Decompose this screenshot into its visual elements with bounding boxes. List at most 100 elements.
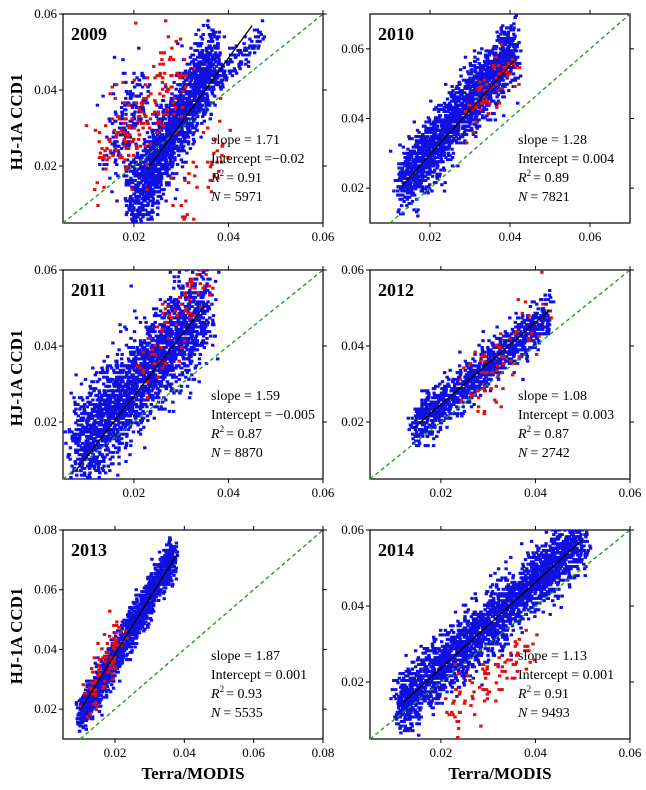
data-point bbox=[468, 91, 472, 95]
data-point bbox=[494, 101, 499, 105]
data-point bbox=[192, 131, 196, 135]
data-point bbox=[459, 101, 464, 105]
outlier-point bbox=[102, 153, 107, 157]
data-point bbox=[404, 172, 408, 176]
data-point bbox=[458, 107, 462, 111]
data-point bbox=[155, 174, 159, 178]
data-point bbox=[182, 101, 186, 105]
data-point bbox=[515, 45, 519, 49]
data-point bbox=[501, 91, 506, 95]
data-point bbox=[129, 178, 133, 182]
data-point bbox=[170, 140, 174, 144]
data-point bbox=[447, 145, 451, 149]
data-point bbox=[429, 99, 433, 103]
data-point bbox=[459, 112, 464, 116]
data-point bbox=[185, 121, 190, 125]
data-point bbox=[469, 68, 473, 72]
data-point bbox=[260, 19, 265, 23]
data-point bbox=[416, 214, 420, 218]
outlier-point bbox=[171, 101, 176, 105]
data-point bbox=[430, 174, 435, 178]
data-point bbox=[100, 428, 104, 432]
data-point bbox=[200, 121, 204, 125]
data-point bbox=[431, 141, 436, 145]
data-point bbox=[518, 74, 523, 78]
outlier-point bbox=[110, 117, 115, 121]
outlier-point bbox=[123, 158, 127, 162]
data-point bbox=[470, 128, 474, 132]
data-point bbox=[157, 124, 161, 128]
data-point bbox=[409, 202, 413, 205]
data-point bbox=[420, 179, 425, 182]
data-point bbox=[447, 126, 451, 130]
data-point bbox=[200, 37, 205, 41]
data-point bbox=[198, 69, 203, 73]
data-point bbox=[414, 172, 419, 176]
outlier-point bbox=[100, 147, 104, 150]
data-point bbox=[208, 80, 212, 84]
stat-intercept: Intercept =−0.02 bbox=[211, 152, 305, 167]
data-point bbox=[150, 153, 154, 157]
outlier-point bbox=[517, 82, 521, 86]
data-point bbox=[244, 58, 248, 62]
data-point bbox=[492, 76, 496, 80]
data-point bbox=[495, 95, 499, 99]
data-point bbox=[184, 140, 188, 144]
data-point bbox=[112, 149, 117, 153]
data-point bbox=[168, 156, 172, 160]
data-point bbox=[175, 147, 179, 150]
data-point bbox=[441, 141, 446, 145]
data-point bbox=[478, 66, 482, 70]
data-point bbox=[134, 409, 139, 413]
data-point bbox=[453, 101, 458, 105]
data-point bbox=[228, 58, 233, 62]
data-point bbox=[159, 165, 164, 169]
data-point bbox=[433, 130, 437, 134]
data-point bbox=[474, 87, 478, 90]
data-point bbox=[195, 83, 200, 87]
data-point bbox=[145, 185, 149, 189]
data-point bbox=[178, 126, 183, 130]
data-point bbox=[178, 149, 182, 153]
data-point bbox=[155, 190, 159, 194]
data-point bbox=[142, 137, 147, 141]
data-point bbox=[204, 49, 209, 52]
data-point bbox=[180, 112, 185, 116]
data-point bbox=[476, 80, 480, 84]
data-point bbox=[463, 91, 467, 95]
data-point bbox=[455, 141, 459, 145]
data-point bbox=[119, 126, 123, 130]
data-point bbox=[429, 164, 433, 168]
data-point bbox=[489, 97, 493, 101]
data-point bbox=[211, 85, 215, 89]
outlier-point bbox=[485, 99, 490, 103]
data-point bbox=[463, 87, 467, 90]
data-point bbox=[449, 105, 453, 109]
data-point bbox=[186, 101, 190, 105]
data-point bbox=[238, 60, 243, 64]
data-point bbox=[442, 139, 446, 143]
stat-intercept: Intercept = 0.004 bbox=[518, 152, 614, 167]
data-point bbox=[447, 103, 451, 107]
data-point bbox=[211, 58, 215, 62]
outlier-point bbox=[159, 51, 163, 55]
data-point bbox=[499, 36, 504, 40]
outlier-point bbox=[145, 188, 149, 192]
data-point bbox=[474, 74, 479, 78]
data-point bbox=[134, 416, 138, 420]
outlier-point bbox=[177, 74, 181, 78]
data-point bbox=[176, 137, 180, 141]
data-point bbox=[439, 107, 443, 111]
data-point bbox=[164, 126, 169, 130]
y-tick-label: 0.06 bbox=[341, 41, 364, 56]
data-point bbox=[169, 108, 173, 112]
outlier-point bbox=[477, 89, 481, 93]
outlier-point bbox=[494, 76, 498, 80]
outlier-point bbox=[165, 90, 170, 93]
data-point bbox=[478, 99, 482, 103]
data-point bbox=[168, 133, 172, 137]
data-point bbox=[496, 99, 501, 103]
data-point bbox=[175, 348, 179, 352]
data-point bbox=[416, 160, 421, 164]
data-point bbox=[174, 115, 178, 119]
